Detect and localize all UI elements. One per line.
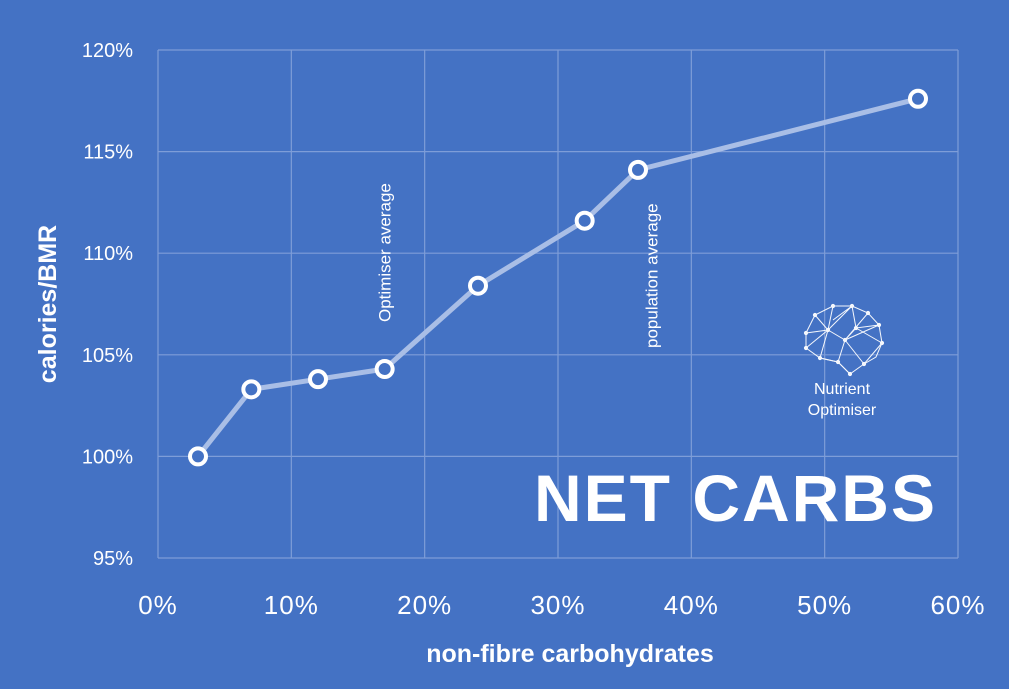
series-group (188, 88, 928, 467)
data-point (628, 159, 648, 180)
nutrient-optimiser-logo: Nutrient Optimiser (803, 303, 885, 419)
y-tick-label: 105% (82, 345, 133, 367)
y-tick-label: 95% (93, 548, 133, 570)
y-tick-label: 120% (82, 40, 133, 62)
y-tick-labels: 95% 100% 105% 110% 115% 120% (82, 40, 133, 570)
x-tick-label: 20% (397, 590, 452, 620)
y-tick-label: 110% (83, 243, 133, 265)
series-line (195, 96, 921, 459)
x-tick-label: 10% (264, 590, 319, 620)
annotations: Optimiser average population average (376, 183, 662, 348)
y-tick-label: 100% (82, 446, 133, 468)
y-tick-label: 115% (83, 142, 133, 164)
data-point (574, 210, 595, 231)
gridlines (157, 49, 959, 559)
data-point (188, 446, 208, 467)
x-tick-labels: 0% 10% 20% 30% 40% 50% 60% (138, 590, 985, 620)
data-point (468, 275, 488, 296)
data-point (308, 369, 328, 390)
x-tick-label: 60% (930, 590, 985, 620)
x-tick-label: 50% (797, 590, 852, 620)
brain-icon (803, 303, 885, 377)
y-axis-title: calories/BMR (34, 225, 62, 383)
x-tick-label: 0% (138, 590, 178, 620)
annotation-label: population average (642, 203, 661, 348)
annotation-label: Optimiser average (376, 183, 395, 322)
logo-line1: Nutrient (814, 381, 871, 398)
x-axis-title: non-fibre carbohydrates (426, 640, 714, 668)
data-point (908, 88, 928, 109)
x-tick-label: 30% (530, 590, 585, 620)
data-point (374, 359, 395, 380)
data-point (241, 379, 262, 400)
x-tick-label: 40% (664, 590, 719, 620)
net-carbs-title: NET CARBS (534, 461, 937, 535)
logo-line2: Optimiser (808, 402, 877, 419)
